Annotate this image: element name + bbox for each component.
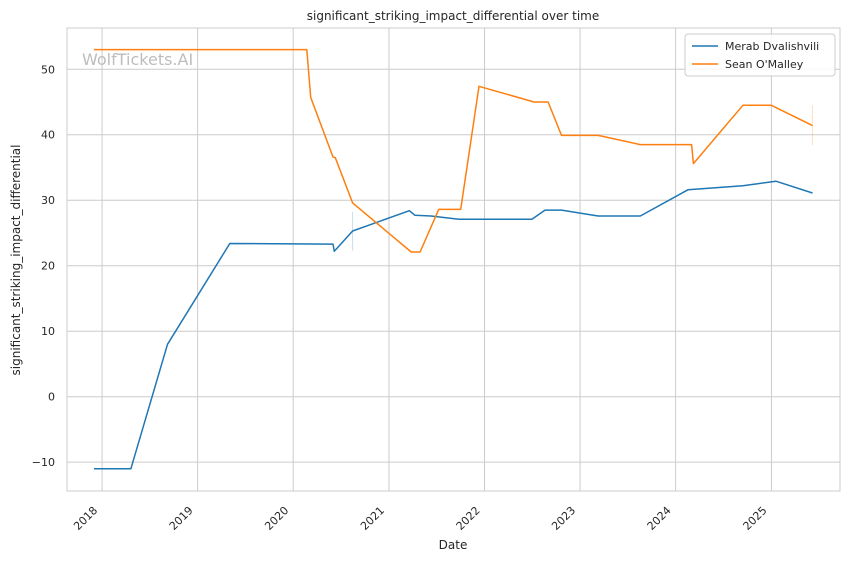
y-tick-label: 30 (41, 194, 55, 207)
series-line-merab-dvalishvili (94, 180, 813, 470)
legend-box (684, 33, 836, 77)
watermark: WolfTickets.AI (82, 50, 193, 69)
y-tick-label: 40 (41, 129, 55, 142)
y-axis-ticks: −10 0 10 20 30 40 50 (32, 63, 55, 469)
legend: Merab Dvalishvili Sean O'Malley (684, 33, 836, 77)
x-axis-title: Date (439, 538, 468, 552)
series-line-sean-omalley (94, 48, 813, 253)
y-tick-label: 0 (48, 391, 55, 404)
chart-title: significant_striking_impact_differential… (307, 9, 599, 23)
y-tick-label: 10 (41, 325, 55, 338)
plot-area: WolfTickets.AI (66, 27, 841, 492)
y-tick-label: 50 (41, 63, 55, 76)
series-lines (94, 48, 813, 470)
y-tick-label: 20 (41, 260, 55, 273)
y-tick-label: −10 (32, 456, 55, 469)
legend-label-merab: Merab Dvalishvili (725, 40, 819, 53)
legend-label-omalley: Sean O'Malley (725, 58, 804, 71)
y-axis-title: significant_striking_impact_differential (9, 145, 23, 376)
plot-frame (66, 27, 841, 492)
y-grid (67, 68, 840, 463)
